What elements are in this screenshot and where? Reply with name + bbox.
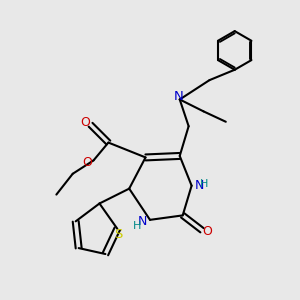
Text: O: O [80, 116, 90, 129]
Text: H: H [200, 178, 208, 189]
Text: S: S [115, 228, 123, 241]
Text: N: N [138, 215, 147, 228]
Text: O: O [202, 225, 212, 238]
Text: N: N [173, 90, 183, 103]
Text: O: O [82, 156, 92, 169]
Text: H: H [133, 221, 141, 231]
Text: N: N [194, 179, 204, 192]
